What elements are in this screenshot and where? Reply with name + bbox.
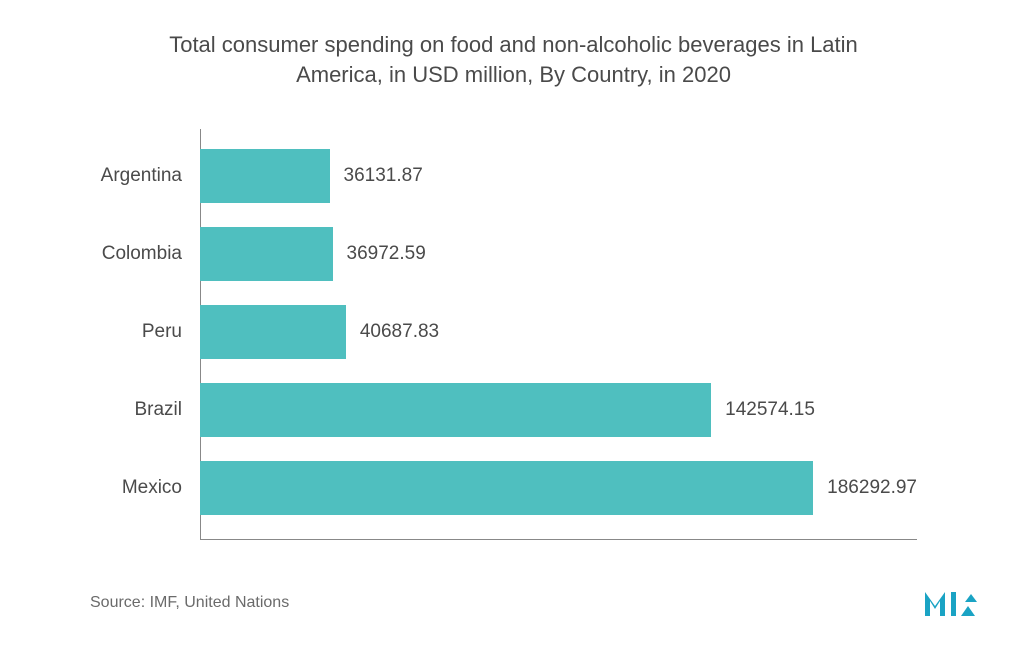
bar-row: Mexico 186292.97 bbox=[200, 459, 917, 517]
category-label: Brazil bbox=[134, 399, 200, 421]
bar-row: Peru 40687.83 bbox=[200, 303, 917, 361]
logo-icon bbox=[923, 584, 987, 620]
value-label: 36972.59 bbox=[333, 243, 426, 265]
bar bbox=[200, 149, 330, 203]
value-label: 186292.97 bbox=[813, 477, 917, 499]
chart-plot-area: Argentina 36131.87 Colombia 36972.59 Per… bbox=[200, 129, 917, 539]
category-label: Colombia bbox=[102, 243, 200, 265]
category-label: Argentina bbox=[101, 165, 200, 187]
bar-row: Colombia 36972.59 bbox=[200, 225, 917, 283]
bar bbox=[200, 305, 346, 359]
category-label: Mexico bbox=[122, 477, 200, 499]
bar bbox=[200, 383, 711, 437]
bars-container: Argentina 36131.87 Colombia 36972.59 Per… bbox=[200, 129, 917, 539]
bar-row: Brazil 142574.15 bbox=[200, 381, 917, 439]
bar-row: Argentina 36131.87 bbox=[200, 147, 917, 205]
value-label: 142574.15 bbox=[711, 399, 815, 421]
value-label: 40687.83 bbox=[346, 321, 439, 343]
value-label: 36131.87 bbox=[330, 165, 423, 187]
chart-title: Total consumer spending on food and non-… bbox=[124, 30, 904, 89]
bar bbox=[200, 461, 813, 515]
source-text: Source: IMF, United Nations bbox=[90, 594, 289, 612]
bar bbox=[200, 227, 333, 281]
x-axis-line bbox=[200, 539, 917, 540]
category-label: Peru bbox=[142, 321, 200, 343]
